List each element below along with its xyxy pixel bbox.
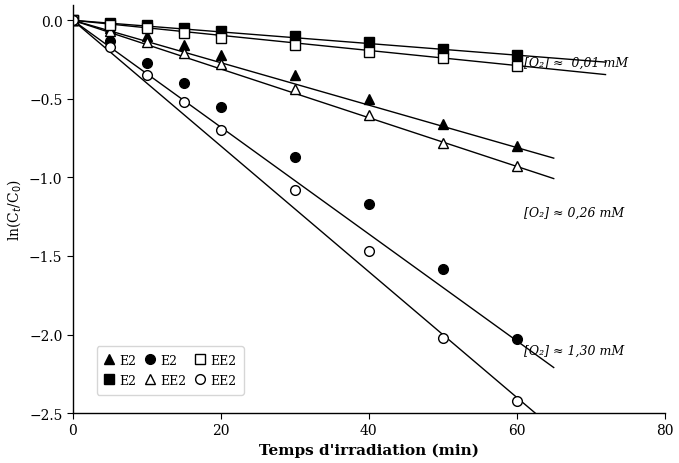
Text: [O₂] ≈ 1,30 mM: [O₂] ≈ 1,30 mM [524,344,624,357]
Text: [O₂] ≈ 0,26 mM: [O₂] ≈ 0,26 mM [524,206,624,219]
X-axis label: Temps d'irradiation (min): Temps d'irradiation (min) [259,443,479,457]
Y-axis label: ln(C$_t$/C$_0$): ln(C$_t$/C$_0$) [5,178,23,240]
Text: [O₂] ≈  0,01 mM: [O₂] ≈ 0,01 mM [524,57,628,70]
Legend: E2, E2, E2, EE2, EE2, EE2: E2, E2, E2, EE2, EE2, EE2 [97,346,244,395]
